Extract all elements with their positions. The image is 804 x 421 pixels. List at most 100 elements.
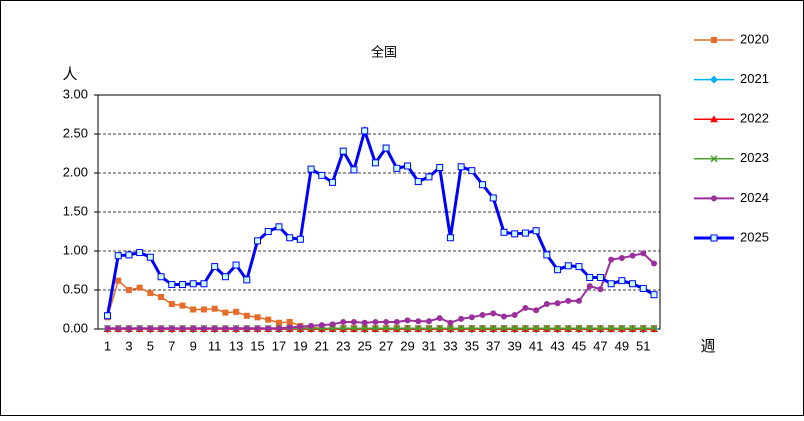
x-tick-label: 39 xyxy=(507,338,521,353)
legend-label: 2024 xyxy=(740,190,769,205)
data-point xyxy=(308,322,315,329)
data-point xyxy=(275,223,283,231)
data-point xyxy=(200,280,208,288)
data-point xyxy=(221,273,229,281)
data-point xyxy=(479,324,487,332)
y-tick-label: 2.00 xyxy=(63,164,88,179)
data-point xyxy=(146,253,154,261)
data-point xyxy=(125,287,132,293)
data-point xyxy=(554,300,561,307)
data-point xyxy=(393,164,401,172)
data-point xyxy=(639,284,647,292)
data-point xyxy=(233,308,240,315)
x-tick-label: 1 xyxy=(104,338,111,353)
data-point xyxy=(275,319,282,326)
x-tick-label: 19 xyxy=(293,338,307,353)
data-point xyxy=(115,277,122,284)
data-point xyxy=(651,260,657,267)
data-point xyxy=(339,147,347,155)
legend-marker xyxy=(711,37,717,43)
data-point xyxy=(190,306,197,313)
data-point xyxy=(468,324,476,332)
x-tick-label: 49 xyxy=(615,338,629,353)
y-tick-label: 0.50 xyxy=(63,281,88,296)
x-tick-label: 45 xyxy=(572,338,586,353)
data-point xyxy=(468,167,476,175)
data-point xyxy=(575,263,583,271)
x-tick-label: 11 xyxy=(208,338,222,353)
data-point xyxy=(318,322,325,329)
data-point xyxy=(371,159,379,167)
data-point xyxy=(586,324,594,332)
data-point xyxy=(608,256,615,263)
series-line xyxy=(106,125,655,317)
data-point xyxy=(254,325,261,332)
data-point xyxy=(597,286,604,293)
data-point xyxy=(371,324,379,332)
data-point xyxy=(425,324,433,332)
data-point xyxy=(350,318,357,325)
data-point xyxy=(136,325,143,332)
data-point xyxy=(629,252,636,259)
data-point xyxy=(383,318,390,325)
data-point xyxy=(372,318,379,325)
data-point xyxy=(361,127,369,135)
data-point xyxy=(393,324,401,332)
data-point xyxy=(393,318,400,325)
data-point xyxy=(158,294,165,301)
data-point xyxy=(254,314,261,321)
data-point xyxy=(414,178,422,186)
data-point xyxy=(446,324,454,332)
data-point xyxy=(489,324,497,332)
data-point xyxy=(479,181,487,189)
data-point xyxy=(189,280,197,288)
y-tick-label: 0.00 xyxy=(63,320,88,335)
data-point xyxy=(211,263,219,271)
data-point xyxy=(114,252,122,260)
data-point xyxy=(136,284,143,291)
legend-marker xyxy=(710,75,718,84)
y-axis-label: 人 xyxy=(62,66,77,83)
data-point xyxy=(639,324,647,332)
data-point xyxy=(254,237,262,245)
data-point xyxy=(265,316,272,323)
x-tick-label: 35 xyxy=(465,338,479,353)
data-point xyxy=(607,280,615,288)
data-point xyxy=(575,297,582,304)
data-point xyxy=(179,302,186,309)
data-point xyxy=(329,321,336,328)
data-point xyxy=(147,290,154,297)
data-point xyxy=(190,325,197,332)
legend-label: 2022 xyxy=(740,111,769,126)
data-point xyxy=(511,230,519,238)
x-tick-label: 43 xyxy=(550,338,564,353)
x-tick-label: 51 xyxy=(636,338,650,353)
data-point xyxy=(447,319,454,326)
data-point xyxy=(511,311,518,318)
data-point xyxy=(650,291,658,299)
x-tick-label: 13 xyxy=(229,338,243,353)
data-point xyxy=(522,304,529,311)
data-point xyxy=(125,325,132,332)
data-point xyxy=(564,324,572,332)
data-point xyxy=(179,325,186,332)
data-point xyxy=(222,325,229,332)
data-point xyxy=(404,324,412,332)
data-point xyxy=(350,324,358,332)
data-point xyxy=(479,311,486,318)
x-tick-label: 3 xyxy=(125,338,132,353)
data-point xyxy=(629,324,637,332)
data-point xyxy=(200,306,207,313)
data-point xyxy=(157,273,165,281)
data-point xyxy=(243,312,250,319)
x-tick-label: 31 xyxy=(422,338,436,353)
data-point xyxy=(457,163,465,171)
data-point xyxy=(136,249,144,257)
data-point xyxy=(425,173,433,181)
data-point xyxy=(168,281,176,289)
data-point xyxy=(339,324,347,332)
x-tick-label: 5 xyxy=(147,338,154,353)
data-point xyxy=(457,324,465,332)
data-point xyxy=(415,318,422,325)
